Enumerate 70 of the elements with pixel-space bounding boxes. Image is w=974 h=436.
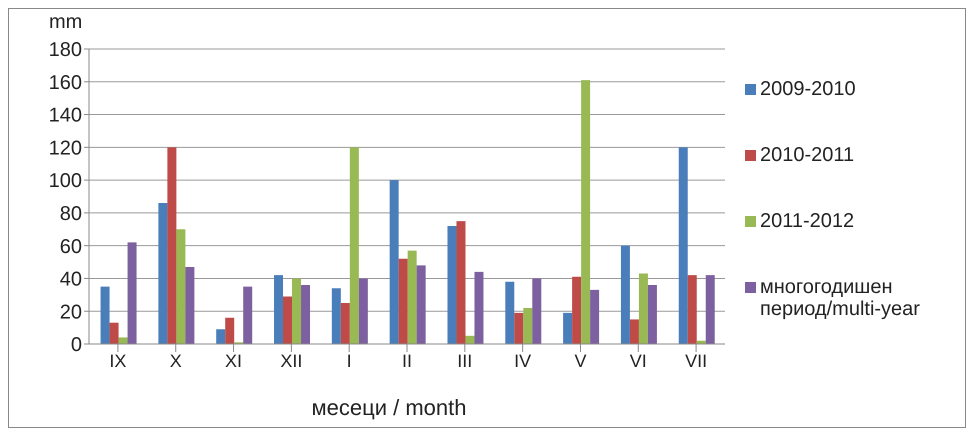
bar [456,221,466,344]
bar [100,286,110,344]
y-tick-label: 140 [48,104,82,127]
bar [465,336,474,344]
bar [358,278,368,344]
y-tick-label: 20 [60,301,82,324]
bar [678,147,688,344]
bar [572,276,582,344]
bar [688,275,697,344]
x-tick-label: VII [685,350,708,371]
x-tick-label: XI [225,350,242,371]
x-tick-label: V [574,350,586,371]
legend-label: многогодишен период/multi-year [760,276,921,320]
bar [110,322,119,344]
bar [648,285,657,344]
bar [523,308,532,344]
x-tick-label: VI [630,350,647,371]
bar [590,290,600,344]
y-axis-title: mm [49,11,82,34]
y-tick-label: 180 [48,39,82,62]
bar [185,266,194,344]
bar [176,229,186,344]
bar [514,312,524,344]
bar [301,285,310,344]
bar [620,246,630,344]
bar [447,226,456,344]
bar [158,203,168,344]
x-tick-label: IV [514,350,532,371]
x-tick-label: III [457,350,472,371]
bar [340,303,350,344]
x-tick-label: XII [280,350,302,371]
legend-label: 2009-2010 [760,78,856,100]
bar [243,286,252,344]
bar [225,318,234,344]
x-axis-title: месеци / month [310,395,468,421]
y-tick-label: 80 [60,202,82,225]
bar [216,329,226,344]
y-tick-label: 0 [70,334,82,356]
bar [532,278,542,344]
bar [563,312,572,344]
bar [350,147,359,344]
bar [398,258,408,344]
x-tick-label: I [346,350,352,371]
bar [696,340,706,344]
bar [118,337,128,344]
bar [274,275,284,344]
bar [292,278,302,344]
bar [505,282,514,344]
bar [581,80,590,344]
bar [630,319,639,344]
x-tick-label: IX [109,350,126,371]
bar [332,288,341,344]
bar [167,147,176,344]
x-tick-label: X [170,350,182,371]
x-tick-label: II [402,350,412,371]
bar [128,242,137,344]
y-tick-label: 40 [60,268,82,291]
bar [416,265,426,344]
bar [706,275,715,344]
y-tick-label: 100 [48,170,82,192]
bar [474,272,484,344]
bar [638,274,648,344]
bar [283,296,292,344]
legend-label: 2010-2011 [760,144,854,166]
bar [390,180,399,344]
y-tick-label: 160 [48,72,82,94]
y-tick-label: 120 [48,137,82,160]
y-tick-label: 60 [60,236,82,258]
legend-label: 2011-2012 [760,210,854,232]
bar [408,250,417,344]
